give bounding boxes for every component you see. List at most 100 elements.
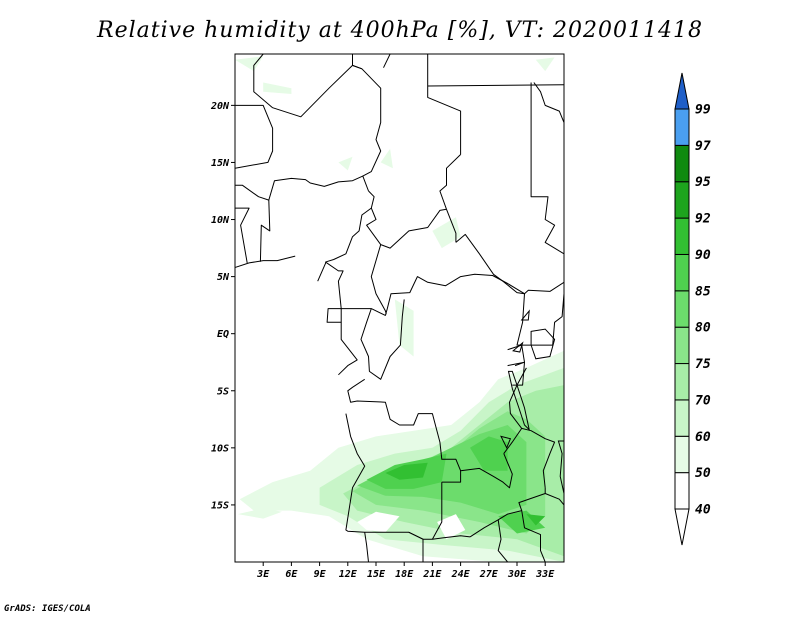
humidity-area-90	[526, 514, 546, 526]
lon-tick-label: 9E	[314, 569, 327, 580]
colorbar-segment	[674, 253, 690, 292]
country-border	[235, 168, 364, 201]
lon-tick-label: 27E	[479, 569, 499, 580]
country-border	[366, 207, 447, 249]
colorbar-label: 95	[695, 175, 711, 190]
country-border	[341, 273, 525, 316]
country-border	[235, 54, 274, 169]
lake-outline	[520, 309, 530, 321]
humidity-area-50	[394, 299, 414, 357]
country-border	[345, 413, 471, 540]
country-border	[516, 293, 564, 346]
lat-tick-label: 10S	[211, 443, 229, 454]
colorbar-label: 75	[695, 357, 711, 372]
lake-outline	[512, 341, 524, 353]
colorbar-label: 70	[695, 393, 711, 408]
country-border	[455, 233, 564, 295]
colorbar-segment	[674, 326, 690, 365]
country-border	[338, 322, 358, 376]
lat-tick-label: 10N	[211, 215, 230, 226]
colorbar-label: 97	[695, 139, 711, 154]
country-border	[259, 200, 271, 262]
lon-tick-label: 24E	[451, 569, 471, 580]
country-border	[521, 510, 546, 562]
lon-tick-label: 6E	[285, 569, 298, 580]
colorbar-label: 80	[695, 321, 711, 336]
country-border	[364, 532, 369, 562]
lat-tick-label: 5N	[217, 272, 230, 283]
humidity-area-40	[357, 511, 400, 533]
colorbar-segment	[674, 108, 690, 146]
humidity-fill-layer	[235, 56, 564, 562]
colorbar-label: 99	[695, 103, 711, 118]
country-border	[408, 531, 424, 562]
country-border	[352, 54, 382, 192]
lake-outline	[500, 435, 512, 450]
lat-tick-label: 20N	[210, 101, 230, 112]
country-border	[317, 190, 375, 282]
country-border	[507, 344, 525, 367]
country-border	[545, 493, 564, 506]
colorbar-segment	[674, 435, 690, 474]
lake-outline	[557, 440, 564, 494]
colorbar-segment	[674, 181, 690, 219]
colorbar-label: 90	[695, 248, 711, 263]
country-border	[469, 487, 546, 538]
lat-tick-label: EQ	[217, 329, 229, 340]
country-borders	[235, 54, 564, 562]
colorbar-bottom-arrow	[674, 508, 690, 546]
map-frame	[234, 53, 565, 563]
lon-tick-label: 21E	[422, 569, 442, 580]
country-border	[347, 378, 513, 489]
lat-tick-label: 15S	[211, 500, 229, 511]
axis-ticks: 20N 15N 10N 5N EQ 5S 10S 15S 3E 6E 9E 12E 15E 18E 21E 2…	[210, 101, 555, 580]
humidity-area-40	[437, 514, 466, 540]
country-border	[441, 470, 462, 483]
country-border	[235, 207, 250, 263]
country-border	[253, 54, 363, 118]
coastline	[235, 255, 296, 269]
humidity-area-50	[263, 82, 292, 94]
lon-tick-label: 12E	[339, 569, 358, 580]
colorbar-label: 92	[695, 212, 711, 227]
lake-outline	[530, 328, 556, 360]
lon-tick-label: 30E	[507, 569, 527, 580]
country-border	[533, 82, 564, 123]
country-border	[530, 82, 564, 255]
country-border	[427, 54, 462, 155]
humidity-area-50	[338, 156, 353, 171]
lon-tick-label: 15E	[367, 569, 386, 580]
colorbar-segment	[674, 472, 690, 510]
humidity-area-50	[535, 57, 555, 72]
lat-tick-label: 5S	[217, 386, 229, 397]
humidity-area-85	[498, 510, 546, 534]
colorbar-label: 85	[695, 284, 711, 299]
humidity-area-50	[235, 56, 264, 72]
colorbar-segment	[674, 363, 690, 401]
country-border	[370, 244, 387, 315]
colorbar-label: 50	[695, 466, 711, 481]
colorbar: 40 50 60 70 75 80 85 90 92 95 97 99	[674, 72, 711, 546]
colorbar-label: 40	[695, 503, 711, 518]
colorbar-label: 60	[695, 430, 711, 445]
humidity-area-50	[237, 508, 282, 519]
country-border	[383, 54, 391, 68]
country-border	[431, 482, 443, 540]
lat-tick-label: 15N	[211, 158, 230, 169]
credit-label: GrADS: IGES/COLA	[4, 604, 91, 614]
colorbar-top-arrow	[674, 72, 690, 110]
country-border	[497, 519, 508, 562]
humidity-area-85	[470, 436, 508, 471]
lake-outline	[507, 370, 531, 432]
country-border	[360, 299, 405, 380]
map-title: Relative humidity at 400hPa [%], VT: 202…	[97, 18, 703, 43]
country-border	[427, 84, 564, 87]
colorbar-segment	[674, 290, 690, 328]
colorbar-segment	[674, 399, 690, 437]
humidity-area-50	[432, 217, 461, 249]
lon-tick-label: 3E	[256, 569, 270, 580]
colorbar-segment	[674, 217, 690, 255]
lon-tick-label: 33E	[535, 569, 555, 580]
colorbar-segment	[674, 144, 690, 183]
country-border	[439, 154, 461, 243]
